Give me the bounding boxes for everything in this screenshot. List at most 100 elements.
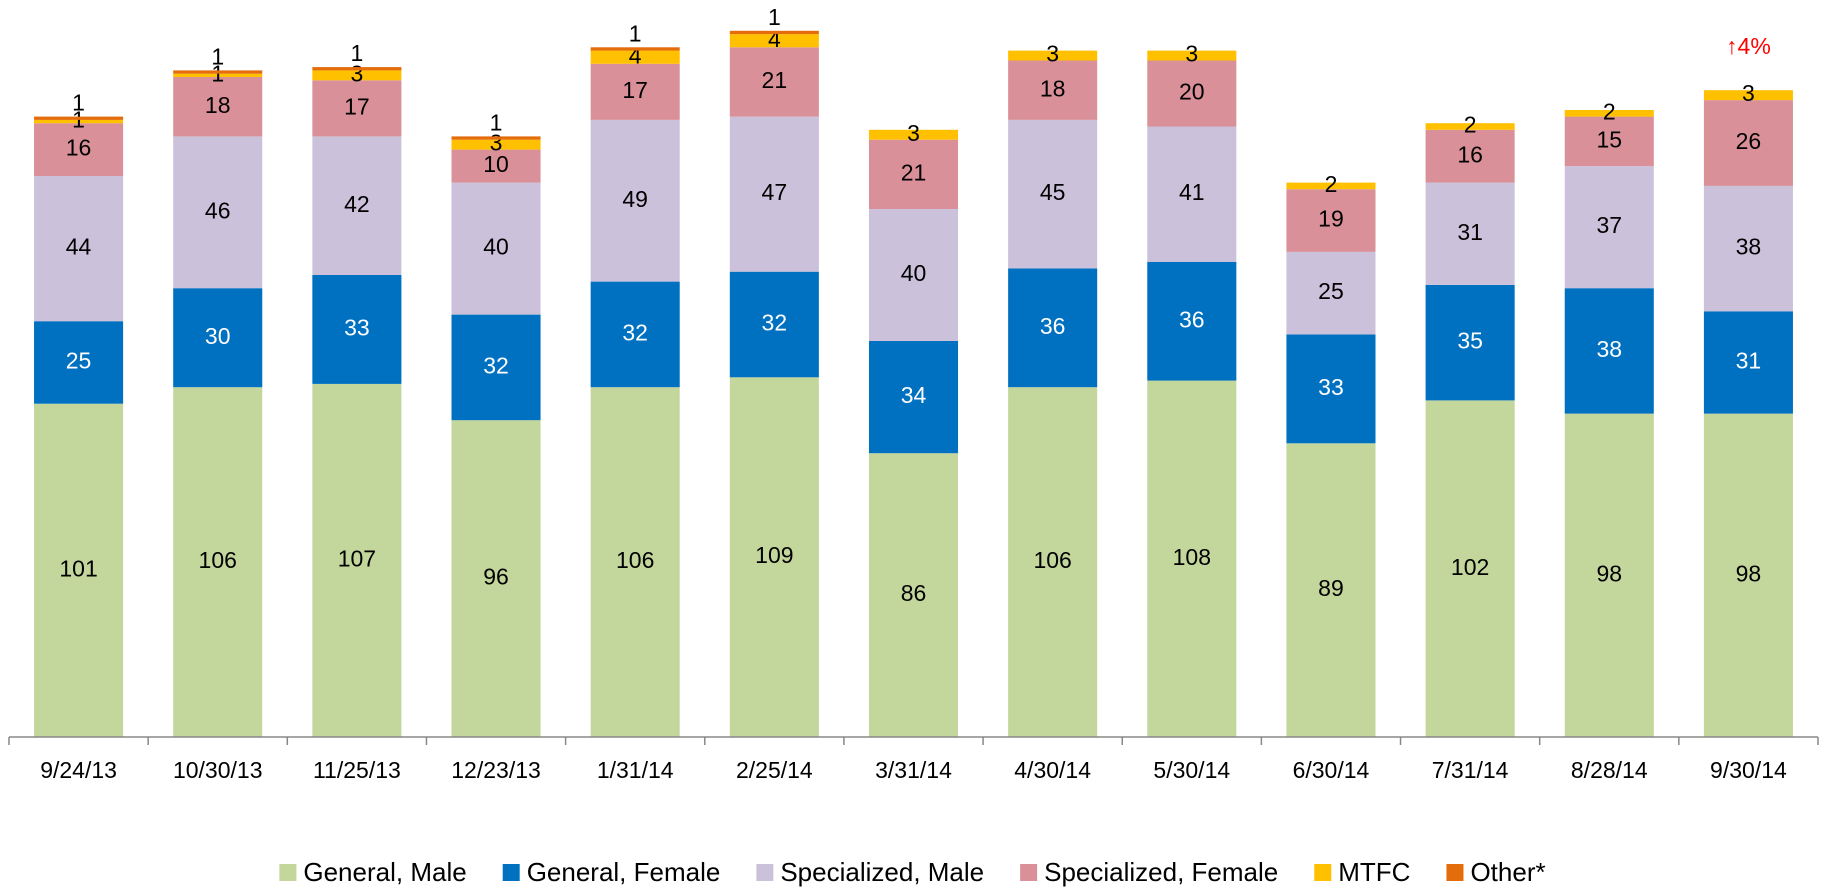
x-tick-label: 9/30/14 xyxy=(1710,757,1787,783)
bar-segment xyxy=(1425,182,1515,285)
bar-segment xyxy=(1564,413,1654,737)
bar-segment xyxy=(1008,268,1098,388)
data-label: 34 xyxy=(901,382,927,408)
data-label: 10 xyxy=(483,151,509,177)
bar-segment xyxy=(1147,50,1237,61)
bar-segment xyxy=(1564,288,1654,414)
x-tick-label: 12/23/13 xyxy=(451,757,541,783)
legend-swatch xyxy=(1314,864,1332,881)
bar-segment xyxy=(1564,110,1654,117)
bar-segment xyxy=(729,34,819,48)
data-label: 89 xyxy=(1318,575,1344,601)
data-label: 86 xyxy=(901,580,927,606)
bar-segment xyxy=(312,383,402,737)
data-label: 38 xyxy=(1596,336,1622,362)
bar-segment xyxy=(1008,387,1098,737)
legend-swatch xyxy=(279,864,297,881)
data-label: 45 xyxy=(1040,179,1066,205)
bar-segment xyxy=(868,129,959,140)
bar-segment xyxy=(1147,60,1237,127)
legend-label: Specialized, Female xyxy=(1044,857,1278,887)
data-label: 2 xyxy=(1603,98,1616,124)
bar-segment xyxy=(729,271,819,378)
bar-segment xyxy=(729,47,819,117)
data-label: 1 xyxy=(768,4,781,30)
data-label: 19 xyxy=(1318,206,1344,232)
data-label: 21 xyxy=(901,159,927,185)
bar-segment xyxy=(729,30,819,35)
bar-segment xyxy=(34,116,124,120)
data-label: 3 xyxy=(350,60,363,86)
legend-label: Other* xyxy=(1470,857,1545,887)
bar-segment xyxy=(590,387,680,737)
bar-segment xyxy=(312,80,402,137)
data-label: 33 xyxy=(1318,374,1344,400)
bar-segment xyxy=(451,139,541,150)
bar-segment xyxy=(173,288,263,388)
data-label: 106 xyxy=(616,547,654,573)
data-label: 1 xyxy=(629,20,642,46)
bar-segment xyxy=(451,182,541,315)
data-label: 40 xyxy=(483,234,509,260)
bar-segment xyxy=(1008,119,1098,269)
bar-segment xyxy=(173,73,263,77)
bar-segment xyxy=(868,453,959,737)
data-label: 25 xyxy=(66,348,92,374)
data-label: 3 xyxy=(490,130,503,156)
data-label: 98 xyxy=(1736,560,1762,586)
legend-swatch xyxy=(756,864,774,881)
x-tick-label: 9/24/13 xyxy=(40,757,117,783)
x-tick-label: 7/31/14 xyxy=(1432,757,1509,783)
data-label: 32 xyxy=(622,319,648,345)
bar-segment xyxy=(868,139,959,209)
bar-segment xyxy=(1286,251,1376,335)
legend-label: MTFC xyxy=(1338,857,1410,887)
bar-segment xyxy=(590,281,680,388)
bar-segment xyxy=(590,47,680,51)
data-label: 20 xyxy=(1179,79,1205,105)
data-label: 96 xyxy=(483,564,509,590)
x-tick-label: 11/25/13 xyxy=(313,757,401,783)
bar-segment xyxy=(1286,189,1376,252)
data-label: 3 xyxy=(1742,80,1755,106)
data-label: 32 xyxy=(483,352,509,378)
bar-segment xyxy=(451,314,541,421)
data-label: 1 xyxy=(490,109,503,135)
bar-segment xyxy=(1703,311,1793,414)
data-label: 109 xyxy=(755,542,793,568)
bar-segment xyxy=(34,119,124,124)
bar-segment xyxy=(1425,129,1515,183)
data-label: 32 xyxy=(762,310,788,336)
data-label: 44 xyxy=(66,234,92,260)
data-label: 36 xyxy=(1040,313,1066,339)
legend-swatch xyxy=(1020,864,1038,881)
bar-segment xyxy=(1703,185,1793,312)
bar-segment xyxy=(312,275,402,384)
data-label: 101 xyxy=(59,555,97,581)
bar-segment xyxy=(1147,126,1237,262)
bar-segment xyxy=(1703,100,1793,186)
bar-segment xyxy=(729,116,819,272)
bar-segment xyxy=(590,50,680,64)
x-tick-label: 1/31/14 xyxy=(597,757,674,783)
bar-segment xyxy=(729,377,819,737)
data-label: 17 xyxy=(344,93,370,119)
bar-segment xyxy=(868,341,959,454)
data-label: 35 xyxy=(1457,328,1483,354)
data-label: 46 xyxy=(205,197,231,223)
annotation: ↑4% xyxy=(1726,33,1771,59)
data-label: 102 xyxy=(1451,554,1489,580)
data-label: 3 xyxy=(907,120,920,146)
data-label: 3 xyxy=(1185,41,1198,67)
legend-label: Specialized, Male xyxy=(780,857,984,887)
bar-segment xyxy=(173,77,263,137)
data-label: 106 xyxy=(1033,547,1071,573)
legend-swatch xyxy=(1446,864,1464,881)
bar-segment xyxy=(1425,123,1515,130)
bar-segment xyxy=(173,70,263,74)
bar-segment xyxy=(173,387,263,737)
bar-segment xyxy=(1147,380,1237,737)
data-label: 1 xyxy=(211,43,224,69)
data-label: 25 xyxy=(1318,278,1344,304)
data-label: 1 xyxy=(72,90,85,116)
